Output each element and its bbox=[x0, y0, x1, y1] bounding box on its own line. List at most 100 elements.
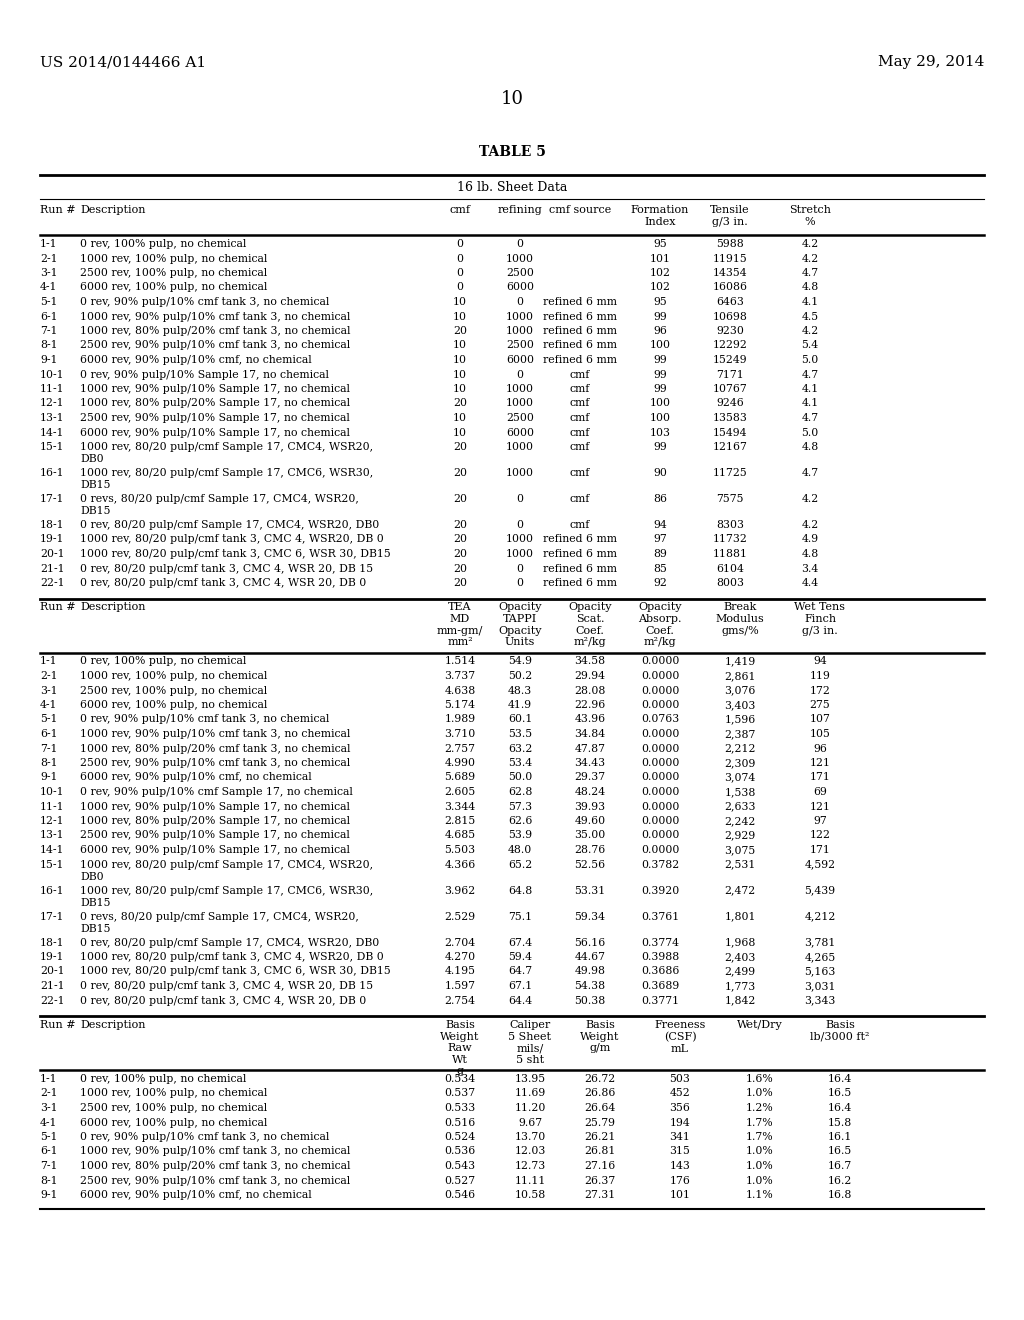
Text: 7575: 7575 bbox=[716, 494, 743, 504]
Text: 4.366: 4.366 bbox=[444, 859, 475, 870]
Text: 121: 121 bbox=[810, 801, 830, 812]
Text: 102: 102 bbox=[649, 282, 671, 293]
Text: TEA
MD
mm-gm/
mm²: TEA MD mm-gm/ mm² bbox=[437, 602, 483, 647]
Text: 10: 10 bbox=[453, 413, 467, 422]
Text: 1000 rev, 80% pulp/20% cmf tank 3, no chemical: 1000 rev, 80% pulp/20% cmf tank 3, no ch… bbox=[80, 326, 350, 337]
Text: 4.5: 4.5 bbox=[802, 312, 818, 322]
Text: 97: 97 bbox=[813, 816, 826, 826]
Text: 18-1: 18-1 bbox=[40, 937, 65, 948]
Text: Break
Modulus
gms/%: Break Modulus gms/% bbox=[716, 602, 764, 636]
Text: 1,968: 1,968 bbox=[724, 937, 756, 948]
Text: 1.0%: 1.0% bbox=[746, 1176, 774, 1185]
Text: 11881: 11881 bbox=[713, 549, 748, 558]
Text: 4-1: 4-1 bbox=[40, 1118, 57, 1127]
Text: 4,592: 4,592 bbox=[805, 859, 836, 870]
Text: 1,801: 1,801 bbox=[724, 912, 756, 921]
Text: 65.2: 65.2 bbox=[508, 859, 532, 870]
Text: 53.4: 53.4 bbox=[508, 758, 532, 768]
Text: 10: 10 bbox=[453, 312, 467, 322]
Text: 0.0000: 0.0000 bbox=[641, 656, 679, 667]
Text: 0: 0 bbox=[457, 282, 464, 293]
Text: 4.2: 4.2 bbox=[802, 520, 818, 531]
Text: 1-1: 1-1 bbox=[40, 1074, 57, 1084]
Text: 2,309: 2,309 bbox=[724, 758, 756, 768]
Text: 52.56: 52.56 bbox=[574, 859, 605, 870]
Text: cmf source: cmf source bbox=[549, 205, 611, 215]
Text: 10: 10 bbox=[453, 297, 467, 308]
Text: 6-1: 6-1 bbox=[40, 1147, 57, 1156]
Text: 34.58: 34.58 bbox=[574, 656, 605, 667]
Text: 0.527: 0.527 bbox=[444, 1176, 475, 1185]
Text: 0.534: 0.534 bbox=[444, 1074, 475, 1084]
Text: Run #: Run # bbox=[40, 1020, 76, 1030]
Text: 2.605: 2.605 bbox=[444, 787, 475, 797]
Text: 103: 103 bbox=[649, 428, 671, 437]
Text: 27.16: 27.16 bbox=[585, 1162, 615, 1171]
Text: 43.96: 43.96 bbox=[574, 714, 605, 725]
Text: 1-1: 1-1 bbox=[40, 239, 57, 249]
Text: 0 revs, 80/20 pulp/cmf Sample 17, CMC4, WSR20,: 0 revs, 80/20 pulp/cmf Sample 17, CMC4, … bbox=[80, 494, 358, 504]
Text: 1,419: 1,419 bbox=[724, 656, 756, 667]
Text: 4.2: 4.2 bbox=[802, 326, 818, 337]
Text: 1000: 1000 bbox=[506, 312, 534, 322]
Text: 67.4: 67.4 bbox=[508, 937, 532, 948]
Text: 0.3782: 0.3782 bbox=[641, 859, 679, 870]
Text: 27.31: 27.31 bbox=[585, 1191, 615, 1200]
Text: 1000 rev, 80/20 pulp/cmf tank 3, CMC 4, WSR20, DB 0: 1000 rev, 80/20 pulp/cmf tank 3, CMC 4, … bbox=[80, 535, 384, 544]
Text: 29.94: 29.94 bbox=[574, 671, 605, 681]
Text: cmf: cmf bbox=[569, 469, 590, 478]
Text: Description: Description bbox=[80, 602, 145, 612]
Text: 1000: 1000 bbox=[506, 469, 534, 478]
Text: 20: 20 bbox=[453, 535, 467, 544]
Text: 6000 rev, 90% pulp/10% Sample 17, no chemical: 6000 rev, 90% pulp/10% Sample 17, no che… bbox=[80, 845, 350, 855]
Text: 0.0000: 0.0000 bbox=[641, 816, 679, 826]
Text: 1.0%: 1.0% bbox=[746, 1147, 774, 1156]
Text: 50.38: 50.38 bbox=[574, 995, 605, 1006]
Text: 101: 101 bbox=[670, 1191, 690, 1200]
Text: 1000 rev, 80% pulp/20% Sample 17, no chemical: 1000 rev, 80% pulp/20% Sample 17, no che… bbox=[80, 816, 350, 826]
Text: 1000 rev, 80% pulp/20% cmf tank 3, no chemical: 1000 rev, 80% pulp/20% cmf tank 3, no ch… bbox=[80, 743, 350, 754]
Text: 49.60: 49.60 bbox=[574, 816, 605, 826]
Text: 26.86: 26.86 bbox=[585, 1089, 615, 1098]
Text: refined 6 mm: refined 6 mm bbox=[543, 326, 617, 337]
Text: 19-1: 19-1 bbox=[40, 535, 65, 544]
Text: 1,773: 1,773 bbox=[724, 981, 756, 991]
Text: 1000 rev, 80% pulp/20% cmf tank 3, no chemical: 1000 rev, 80% pulp/20% cmf tank 3, no ch… bbox=[80, 1162, 350, 1171]
Text: 171: 171 bbox=[810, 772, 830, 783]
Text: 99: 99 bbox=[653, 355, 667, 366]
Text: 1.0%: 1.0% bbox=[746, 1162, 774, 1171]
Text: 1-1: 1-1 bbox=[40, 656, 57, 667]
Text: 2500 rev, 90% pulp/10% cmf tank 3, no chemical: 2500 rev, 90% pulp/10% cmf tank 3, no ch… bbox=[80, 341, 350, 351]
Text: 2500: 2500 bbox=[506, 268, 534, 279]
Text: 95: 95 bbox=[653, 297, 667, 308]
Text: 57.3: 57.3 bbox=[508, 801, 532, 812]
Text: cmf: cmf bbox=[569, 399, 590, 408]
Text: cmf: cmf bbox=[569, 520, 590, 531]
Text: 2,531: 2,531 bbox=[724, 859, 756, 870]
Text: 6000: 6000 bbox=[506, 355, 534, 366]
Text: 5,439: 5,439 bbox=[805, 886, 836, 895]
Text: 11-1: 11-1 bbox=[40, 801, 65, 812]
Text: 26.72: 26.72 bbox=[585, 1074, 615, 1084]
Text: 25.79: 25.79 bbox=[585, 1118, 615, 1127]
Text: 2,242: 2,242 bbox=[724, 816, 756, 826]
Text: 15494: 15494 bbox=[713, 428, 748, 437]
Text: 0.537: 0.537 bbox=[444, 1089, 475, 1098]
Text: 12.73: 12.73 bbox=[514, 1162, 546, 1171]
Text: 503: 503 bbox=[670, 1074, 690, 1084]
Text: 1,842: 1,842 bbox=[724, 995, 756, 1006]
Text: 0 rev, 90% pulp/10% Sample 17, no chemical: 0 rev, 90% pulp/10% Sample 17, no chemic… bbox=[80, 370, 329, 380]
Text: 60.1: 60.1 bbox=[508, 714, 532, 725]
Text: 99: 99 bbox=[653, 312, 667, 322]
Text: 67.1: 67.1 bbox=[508, 981, 532, 991]
Text: cmf: cmf bbox=[569, 494, 590, 504]
Text: DB0: DB0 bbox=[80, 871, 103, 882]
Text: 17-1: 17-1 bbox=[40, 912, 65, 921]
Text: 85: 85 bbox=[653, 564, 667, 573]
Text: 26.81: 26.81 bbox=[585, 1147, 615, 1156]
Text: 3,076: 3,076 bbox=[724, 685, 756, 696]
Text: 1.7%: 1.7% bbox=[746, 1118, 774, 1127]
Text: 53.5: 53.5 bbox=[508, 729, 532, 739]
Text: 5-1: 5-1 bbox=[40, 714, 57, 725]
Text: Opacity
TAPPI
Opacity
Units: Opacity TAPPI Opacity Units bbox=[499, 602, 542, 647]
